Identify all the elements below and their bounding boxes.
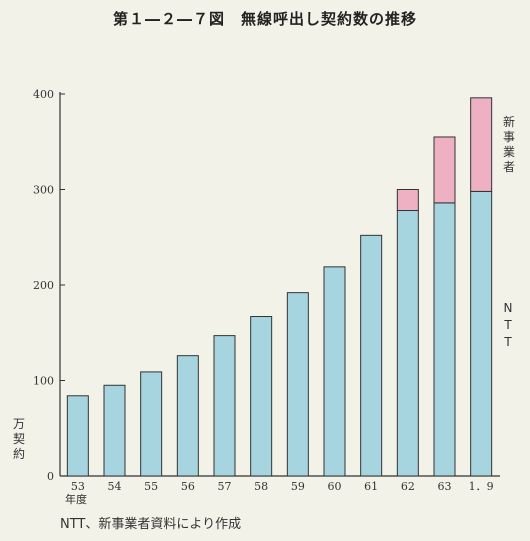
x-tick-label: 60 (328, 480, 342, 493)
bar-ntt (176, 355, 199, 477)
bar-ntt (360, 234, 383, 477)
y-tick-label: 400 (33, 88, 54, 101)
bar-new-carriers (433, 136, 456, 204)
bars (66, 97, 493, 477)
axes (59, 92, 500, 477)
x-tick-label: 1．9 (469, 480, 494, 493)
x-tick-label: 54 (108, 480, 122, 493)
x-tick-label: 63 (438, 480, 452, 493)
bar-ntt (213, 335, 236, 477)
source-note: NTT、新事業者資料により作成 (60, 517, 242, 532)
chart-title: 第１―２―７図 無線呼出し契約数の推移 (112, 10, 417, 28)
bar-ntt (470, 190, 493, 477)
y-tick-labels: 0 100 200 300 400 (33, 88, 54, 483)
y-axis-unit-label: 万契約 (13, 417, 25, 461)
series-label-new-carriers: 新事業者 (503, 114, 515, 174)
bar-ntt (250, 316, 273, 477)
bar-ntt (396, 210, 419, 477)
y-tick-label: 200 (33, 279, 54, 292)
bar-new-carriers (470, 97, 493, 192)
bar-ntt (433, 202, 456, 477)
y-tick-label: 100 (33, 375, 54, 388)
bar-ntt (286, 292, 309, 477)
y-tick-label: 300 (33, 184, 54, 197)
series-labels: 新事業者 N T T (503, 114, 515, 349)
bar-ntt (323, 266, 346, 477)
x-tick-label: 57 (218, 480, 232, 493)
x-tick-labels: 53 54 55 56 57 58 59 60 61 62 63 1．9 (71, 480, 494, 493)
x-tick-label: 59 (291, 480, 305, 493)
x-tick-label: 55 (144, 480, 158, 493)
y-unit-text: 万契約 (13, 417, 25, 461)
bar-ntt (103, 384, 126, 477)
x-tick-label: 62 (401, 480, 415, 493)
x-tick-label: 53 (71, 480, 85, 493)
x-tick-label: 56 (181, 480, 195, 493)
bar-new-carriers (396, 189, 419, 212)
y-tick-label: 0 (47, 470, 54, 483)
bar-ntt (66, 395, 89, 477)
x-axis-unit-label: 年度 (65, 493, 87, 506)
x-tick-label: 58 (254, 480, 268, 493)
bar-ntt (140, 371, 163, 477)
x-tick-label: 61 (364, 480, 378, 493)
